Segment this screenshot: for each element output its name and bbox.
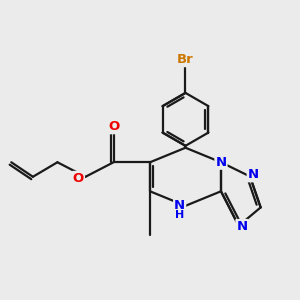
Text: N: N bbox=[215, 156, 226, 169]
Text: N: N bbox=[174, 199, 185, 212]
Text: Br: Br bbox=[177, 53, 194, 66]
Text: N: N bbox=[236, 220, 247, 233]
Text: O: O bbox=[73, 172, 84, 185]
Text: O: O bbox=[108, 120, 119, 133]
Text: N: N bbox=[248, 168, 259, 181]
Text: H: H bbox=[175, 210, 184, 220]
